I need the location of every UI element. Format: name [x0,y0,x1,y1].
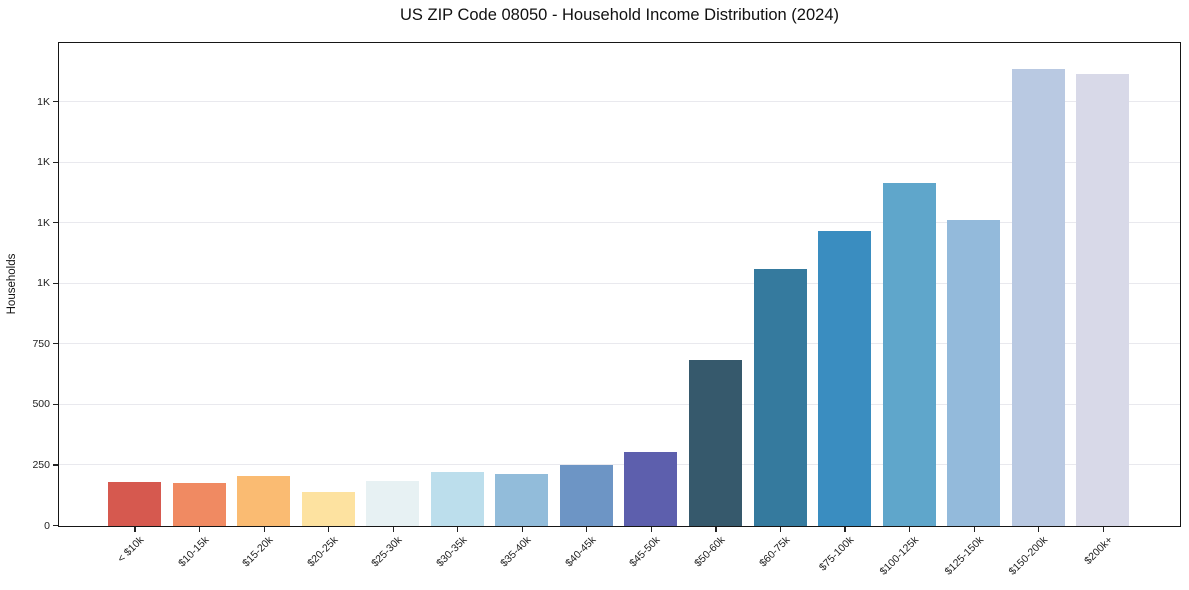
plot-area [58,42,1181,527]
bar [366,480,420,526]
bar [753,269,807,526]
y-tick-label: 250 [32,458,50,471]
x-tick-mark [392,527,394,532]
chart-title: US ZIP Code 08050 - Household Income Dis… [399,6,839,24]
gridline [59,222,1180,224]
bar [495,473,549,526]
bar [237,476,291,526]
y-tick-label: 1K [37,156,50,169]
bar [882,183,936,526]
x-tick-label: $200k+ [1081,534,1115,568]
bar [108,482,161,526]
x-tick-mark [909,527,911,532]
x-tick-label: $40-45k [563,534,599,570]
bar [947,219,1001,526]
gridline [59,403,1180,405]
x-tick-mark [457,527,459,532]
y-tick-label: 1K [37,216,50,229]
y-tick-label: 0 [44,519,50,532]
bar [688,359,742,526]
x-tick-mark [1038,527,1040,532]
x-tick-mark [973,527,975,532]
bar [301,492,355,526]
x-tick-mark [586,527,588,532]
x-tick-mark [134,527,136,532]
x-tick-label: $50-60k [692,534,728,570]
x-tick-label: $15-20k [240,534,276,570]
y-tick-mark [53,343,58,345]
bar [624,452,678,526]
y-tick-label: 500 [32,398,50,411]
x-tick-mark [844,527,846,532]
bar [172,482,226,526]
gridline [59,464,1180,466]
x-tick-label: $45-50k [627,534,663,570]
y-tick-mark [53,524,58,527]
x-tick-label: $20-25k [304,534,341,570]
y-tick-mark [53,161,58,163]
y-tick-label: 750 [32,337,50,350]
x-tick-mark [1102,527,1104,532]
x-tick-label: $100-125k [877,534,922,578]
y-tick-mark [53,403,58,405]
bar [559,465,613,526]
y-tick-mark [53,222,58,224]
y-tick-label: 1K [37,95,50,108]
gridline [59,101,1180,103]
gridline [59,161,1180,163]
x-tick-label: $125-150k [942,534,986,578]
x-tick-label: $25-30k [369,534,405,570]
x-tick-label: $150-200k [1006,534,1051,578]
x-tick-label: $30-35k [433,534,470,570]
x-tick-label: $75-100k [817,534,857,574]
y-tick-mark [53,101,58,103]
x-tick-mark [779,527,782,532]
x-tick-mark [650,527,652,532]
bar [818,231,872,526]
x-tick-mark [198,527,201,532]
y-tick-label: 1K [37,277,50,290]
y-tick-mark [53,282,58,284]
plot-inner [59,43,1180,526]
x-tick-label: $10-15k [175,534,212,570]
x-tick-mark [715,527,717,532]
bar [1011,69,1065,526]
gridline [59,343,1180,345]
gridline [59,282,1180,284]
bar [1076,74,1130,526]
x-tick-label: $60-75k [756,534,792,570]
x-tick-mark [263,527,265,532]
bar [430,471,484,526]
x-tick-mark [521,527,523,532]
y-tick-mark [53,464,58,466]
x-tick-label: $35-40k [498,534,534,570]
x-tick-mark [328,527,330,532]
x-tick-label: < $10k [115,534,147,565]
